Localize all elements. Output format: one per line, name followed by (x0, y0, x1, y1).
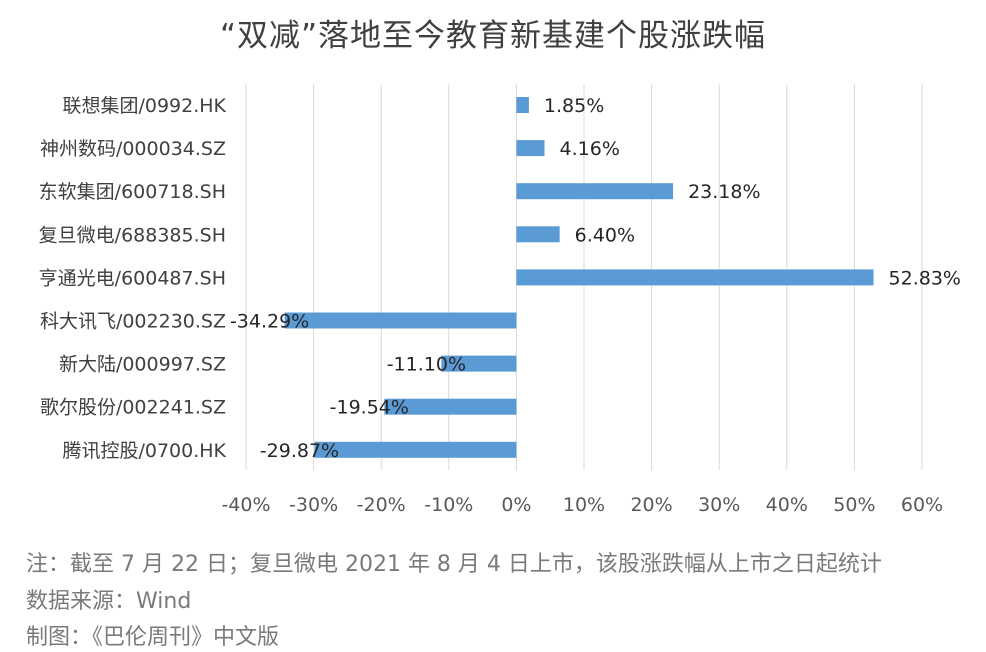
bar (516, 226, 560, 243)
x-tick-label: -10% (424, 494, 473, 516)
data-label: -34.29% (230, 311, 309, 333)
bar (516, 97, 529, 113)
category-label: 新大陆/000997.SZ (59, 354, 226, 376)
data-label: 23.18% (688, 181, 760, 203)
bar (441, 355, 517, 372)
category-label: 神州数码/000034.SZ (40, 138, 226, 160)
category-label: 联想集团/0992.HK (62, 95, 226, 117)
x-tick-label: -20% (357, 494, 406, 516)
x-tick-label: 10% (563, 494, 605, 516)
credit: 制图：《巴伦周刊》中文版 (26, 625, 280, 650)
bar (516, 183, 674, 200)
x-tick-label: 0% (501, 494, 531, 516)
footnote: 注：截至 7 月 22 日；复旦微电 2021 年 8 月 4 日上市，该股涨跌… (26, 552, 882, 577)
category-label: 腾讯控股/0700.HK (62, 440, 226, 462)
x-tick-label: 60% (901, 494, 943, 516)
data-label: 52.83% (889, 267, 961, 289)
bar-chart: 1.85% 4.16% 23.18% 6.40% 52.83% -34.29% -11.10… (39, 84, 961, 516)
x-tick-label: -30% (289, 494, 338, 516)
bar (516, 269, 874, 286)
bar (384, 398, 517, 415)
data-label: 1.85% (544, 95, 604, 117)
value-labels: 1.85% 4.16% 23.18% 6.40% 52.83% -34.29% -11.10… (230, 95, 961, 462)
bar (314, 441, 517, 458)
x-tick-label: 40% (766, 494, 808, 516)
x-tick-label: 20% (630, 494, 672, 516)
category-labels: 联想集团/0992.HK 神州数码/000034.SZ 东软集团/600718.SH… (39, 95, 227, 462)
bar (516, 140, 545, 157)
x-tick-label: -40% (221, 494, 270, 516)
category-label: 东软集团/600718.SH (39, 181, 226, 203)
bars (284, 97, 874, 458)
x-tick-labels: -40% -30% -20% -10% 0% 10% 20% 30% 40% 50% 60% (221, 494, 943, 516)
data-source: 数据来源：Wind (26, 589, 192, 614)
category-label: 科大讯飞/002230.SZ (40, 311, 226, 333)
x-tick-label: 50% (833, 494, 875, 516)
bar (284, 312, 517, 329)
data-label: 6.40% (575, 224, 635, 246)
data-label: 4.16% (560, 138, 620, 160)
data-label: -11.10% (387, 354, 466, 376)
data-label: -19.54% (330, 397, 409, 419)
chart-title: “双减”落地至今教育新基建个股涨跌幅 (219, 18, 767, 54)
category-label: 复旦微电/688385.SH (39, 224, 226, 246)
x-tick-label: 30% (698, 494, 740, 516)
category-label: 歌尔股份/002241.SZ (40, 397, 226, 419)
category-label: 亨通光电/600487.SH (39, 267, 226, 289)
data-label: -29.87% (260, 440, 339, 462)
